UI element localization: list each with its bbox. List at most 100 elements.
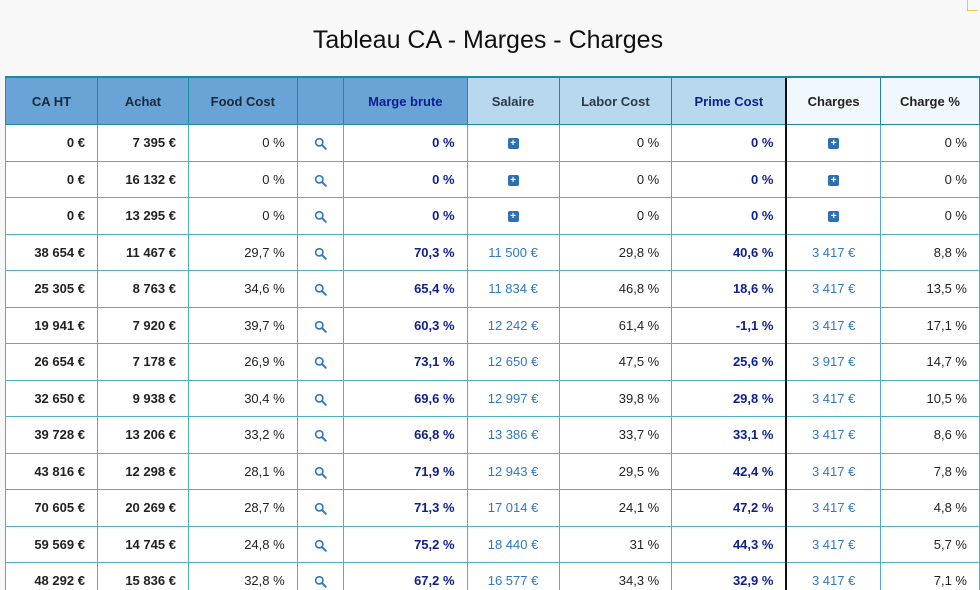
cell-charges-value[interactable]: 3 417 € [811, 573, 856, 589]
cell-charges[interactable]: 3 417 € [785, 562, 881, 590]
search-icon[interactable] [314, 464, 327, 479]
col-header-achat[interactable]: Achat [96, 76, 189, 125]
cell-salaire[interactable]: 12 242 € [466, 306, 560, 344]
cell-search[interactable] [296, 416, 345, 454]
cell-salaire-value[interactable]: 12 997 € [487, 390, 539, 406]
cell-charges-value[interactable]: 3 417 € [811, 536, 856, 552]
search-icon[interactable] [314, 573, 327, 589]
cell-search[interactable] [296, 270, 345, 308]
search-icon[interactable] [314, 318, 327, 333]
cell-ca-ht: 39 728 € [5, 416, 98, 454]
cell-ca-ht: 26 654 € [5, 343, 98, 381]
cell-salaire[interactable]: 16 577 € [466, 562, 560, 590]
cell-salaire-value[interactable]: 13 386 € [487, 427, 539, 443]
cell-search[interactable] [296, 233, 345, 271]
cell-salaire-value[interactable]: 17 014 € [487, 500, 539, 516]
col-header-marge-brute[interactable]: Marge brute [343, 76, 468, 125]
cell-salaire-value[interactable]: 18 440 € [487, 536, 539, 552]
cell-charge-pct-value: 10,5 % [926, 390, 967, 406]
col-header-prime-cost[interactable]: Prime Cost [671, 76, 787, 125]
cell-salaire[interactable]: 11 834 € [466, 270, 560, 308]
cell-salaire[interactable]: + [466, 124, 560, 162]
cell-salaire-value[interactable]: 12 242 € [487, 317, 539, 333]
cell-charges[interactable]: 3 417 € [785, 489, 881, 527]
search-icon[interactable] [314, 427, 327, 443]
cell-charges[interactable]: 3 417 € [785, 379, 881, 417]
cell-ca-ht-value: 0 € [66, 135, 85, 151]
cell-charges[interactable]: 3 417 € [785, 306, 881, 344]
search-icon[interactable] [314, 172, 327, 187]
cell-salaire[interactable]: 12 650 € [466, 343, 560, 381]
cell-salaire[interactable]: 17 014 € [466, 489, 560, 527]
cell-salaire-value[interactable]: 16 577 € [487, 573, 539, 589]
cell-charges[interactable]: + [785, 197, 881, 235]
cell-charges-value[interactable]: 3 417 € [811, 427, 856, 443]
table-row: 48 292 € 15 836 € 32,8 % 67,2 % 16 577 € 34,3… [5, 562, 980, 590]
cell-salaire[interactable]: 18 440 € [466, 525, 560, 563]
plus-square-icon[interactable]: + [828, 174, 840, 186]
cell-salaire-value[interactable]: 12 943 € [487, 463, 539, 479]
plus-square-icon[interactable]: + [828, 138, 840, 150]
cell-charges-value[interactable]: 3 417 € [811, 281, 856, 297]
cell-charges-value[interactable]: 3 417 € [811, 317, 856, 333]
cell-food-cost-value: 28,7 % [244, 500, 285, 516]
cell-charges-value[interactable]: 3 417 € [811, 500, 856, 516]
cell-charge-pct: 0 % [879, 124, 980, 162]
search-icon[interactable] [314, 135, 327, 151]
plus-square-icon[interactable]: + [507, 138, 519, 150]
cell-charges[interactable]: 3 417 € [785, 525, 881, 563]
cell-salaire[interactable]: 12 997 € [466, 379, 560, 417]
cell-salaire[interactable]: 11 500 € [466, 233, 560, 271]
search-icon[interactable] [314, 391, 327, 406]
plus-square-icon[interactable]: + [507, 211, 519, 223]
cell-search[interactable] [296, 197, 345, 235]
cell-search[interactable] [296, 525, 345, 563]
cell-labor-cost: 29,5 % [558, 452, 673, 490]
plus-square-icon[interactable]: + [507, 174, 519, 186]
cell-charges[interactable]: 3 417 € [785, 270, 881, 308]
search-icon[interactable] [314, 281, 327, 297]
cell-search[interactable] [296, 343, 345, 381]
cell-search[interactable] [296, 489, 345, 527]
cell-salaire-value[interactable]: 11 834 € [488, 281, 538, 297]
cell-charges[interactable]: + [785, 124, 881, 162]
cell-salaire[interactable]: 12 943 € [466, 452, 560, 490]
col-header-labor-cost[interactable]: Labor Cost [558, 76, 673, 125]
search-icon[interactable] [314, 208, 327, 224]
cell-charges-value[interactable]: 3 917 € [811, 354, 856, 370]
cell-search[interactable] [296, 306, 345, 344]
cell-charges[interactable]: 3 417 € [785, 233, 881, 271]
col-header-ca-ht[interactable]: CA HT [5, 76, 98, 125]
cell-search[interactable] [296, 562, 345, 590]
search-icon[interactable] [314, 500, 327, 516]
cell-charges[interactable]: 3 417 € [785, 416, 881, 454]
cell-salaire[interactable]: 13 386 € [466, 416, 560, 454]
cell-search[interactable] [296, 124, 345, 162]
table-row: 0 € 16 132 € 0 % 0 % +0 % 0 % +0 % [5, 160, 980, 198]
cell-salaire[interactable]: + [466, 197, 560, 235]
cell-charges[interactable]: 3 417 € [785, 452, 881, 490]
cell-salaire-value[interactable]: 11 500 € [488, 244, 538, 260]
cell-search[interactable] [296, 452, 345, 490]
col-header-salaire[interactable]: Salaire [466, 76, 560, 125]
col-header-food-cost[interactable]: Food Cost [187, 76, 298, 125]
cell-search[interactable] [296, 160, 345, 198]
cell-salaire-value[interactable]: 12 650 € [487, 354, 539, 370]
cell-charges-value[interactable]: 3 417 € [811, 390, 856, 406]
cell-achat-value: 8 763 € [132, 281, 176, 297]
cell-search[interactable] [296, 379, 345, 417]
search-icon[interactable] [314, 245, 327, 260]
cell-charges[interactable]: + [785, 160, 881, 198]
col-header-charge-pct[interactable]: Charge % [879, 76, 980, 125]
cell-ca-ht-value: 39 728 € [34, 427, 85, 443]
col-header-charges[interactable]: Charges [785, 76, 881, 125]
cell-food-cost: 0 % [187, 160, 298, 198]
search-icon[interactable] [314, 354, 327, 370]
cell-charges[interactable]: 3 917 € [785, 343, 881, 381]
plus-square-icon[interactable]: + [828, 211, 840, 223]
cell-charges-value[interactable]: 3 417 € [811, 463, 856, 479]
cell-charges-value[interactable]: 3 417 € [811, 244, 856, 260]
cell-salaire[interactable]: + [466, 160, 560, 198]
search-icon[interactable] [314, 537, 327, 552]
cell-prime-cost: 33,1 % [671, 416, 787, 454]
